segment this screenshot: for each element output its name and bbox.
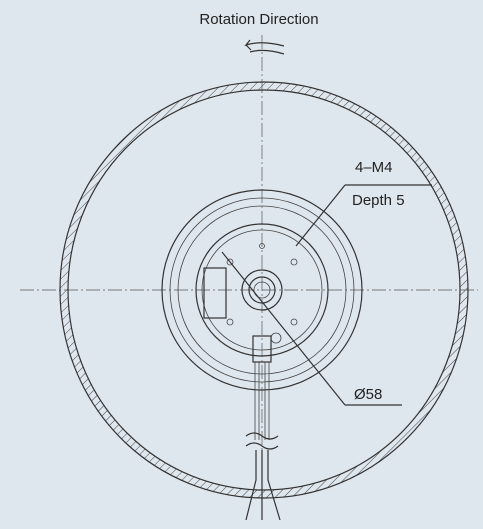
title: Rotation Direction bbox=[199, 11, 318, 28]
leader-line bbox=[295, 184, 346, 247]
cable bbox=[245, 335, 281, 521]
leader-line bbox=[221, 251, 346, 406]
callout-text: Ø58 bbox=[354, 386, 382, 403]
rotation-arrow bbox=[244, 39, 285, 55]
hub bbox=[161, 189, 363, 391]
impeller bbox=[59, 81, 469, 499]
callout-text: Depth 5 bbox=[352, 192, 405, 209]
callout-text: 4–M4 bbox=[355, 159, 393, 176]
